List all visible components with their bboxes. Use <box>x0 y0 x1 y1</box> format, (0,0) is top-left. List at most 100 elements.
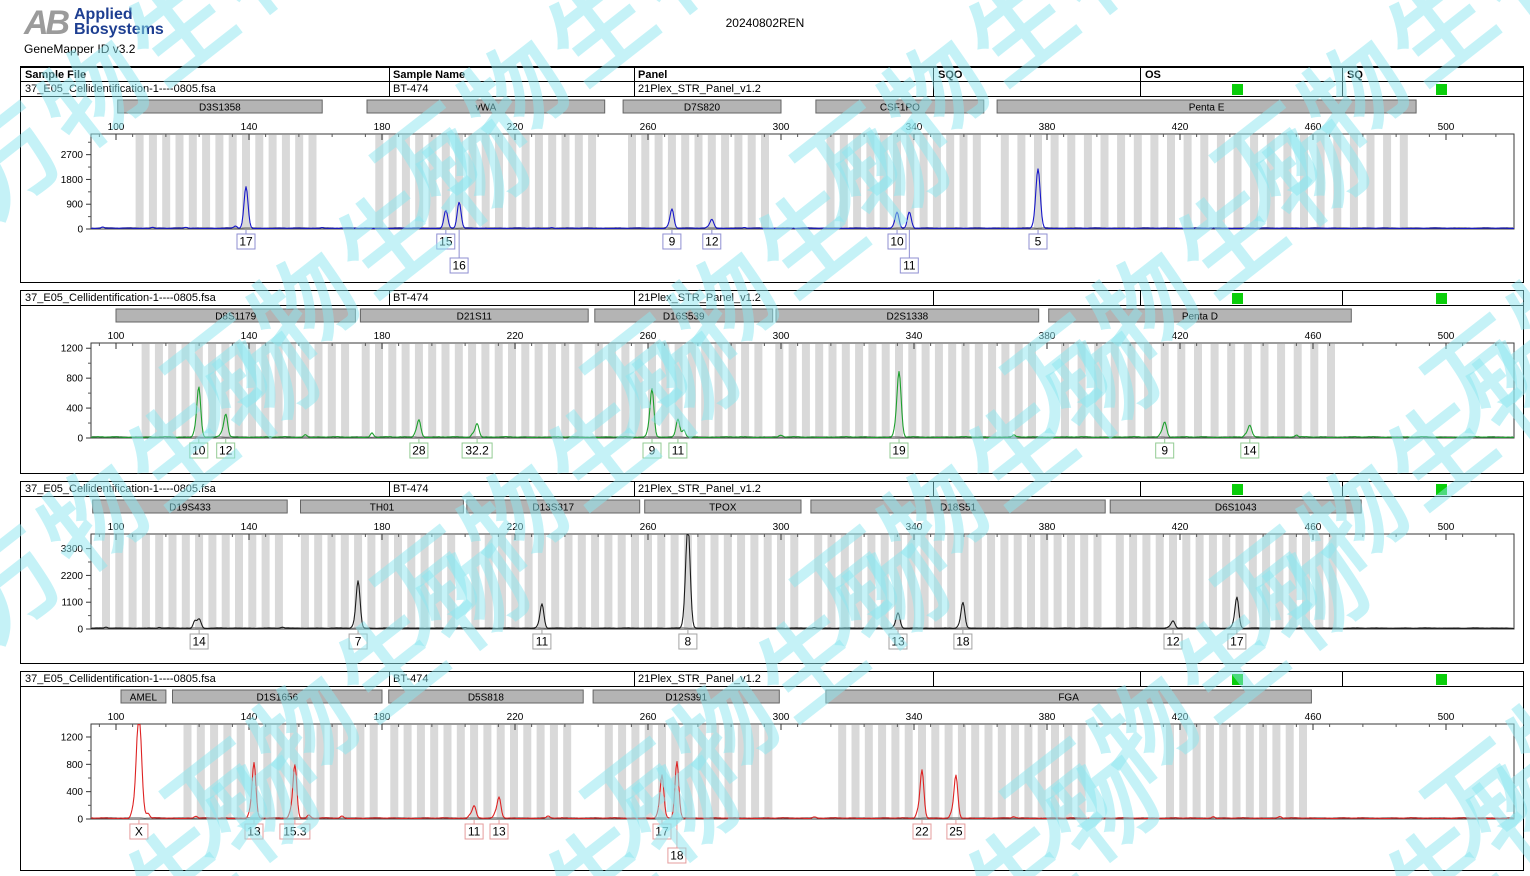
allele-label[interactable]: 13 <box>244 820 264 840</box>
x-tick-label: 380 <box>1039 522 1056 533</box>
sample-row[interactable]: 37_E05_Cellidentification-1----0805.fsa … <box>21 291 1523 306</box>
allele-label[interactable]: 13 <box>888 630 908 650</box>
allele-label[interactable]: 13 <box>489 820 509 840</box>
allele-label[interactable]: 11 <box>464 820 484 840</box>
allele-bin <box>839 135 848 229</box>
y-tick-label: 400 <box>66 787 83 798</box>
allele-bin <box>895 344 903 438</box>
allele-bin <box>521 344 530 438</box>
electropherogram-chart[interactable]: 100 140 180 220 260 300 340 380 420 460 500 0 1100 22… <box>21 482 1523 663</box>
y-tick-label: 0 <box>77 625 83 636</box>
allele-label[interactable]: 18 <box>953 630 973 650</box>
allele-bin <box>1080 535 1089 629</box>
allele-label[interactable]: 7 <box>348 630 368 650</box>
electropherogram-panel-blue[interactable]: 37_E05_Cellidentification-1----0805.fsa … <box>20 81 1524 283</box>
allele-bin <box>737 725 746 819</box>
panel-name-value[interactable]: 21Plex_STR_Panel_v1.2 <box>638 83 761 95</box>
allele-bin <box>701 344 710 438</box>
allele-label[interactable]: 12 <box>702 230 722 250</box>
allele-label[interactable]: 25 <box>946 820 966 840</box>
allele-label[interactable]: X <box>129 820 149 840</box>
sample-row[interactable]: 37_E05_Cellidentification-1----0805.fsa … <box>21 482 1523 497</box>
allele-label[interactable]: 10 <box>189 439 209 459</box>
sample-file-value[interactable]: 37_E05_Cellidentification-1----0805.fsa <box>25 673 216 685</box>
sample-row[interactable]: 37_E05_Cellidentification-1----0805.fsa … <box>21 82 1523 97</box>
allele-value: 10 <box>192 444 206 458</box>
allele-bin <box>523 725 532 819</box>
allele-bin <box>1110 344 1119 438</box>
allele-bin <box>1266 135 1275 229</box>
electropherogram-panel-black[interactable]: 37_E05_Cellidentification-1----0805.fsa … <box>20 481 1524 664</box>
allele-label[interactable]: 12 <box>216 439 236 459</box>
allele-label[interactable]: 11 <box>532 630 552 650</box>
panel-name-value[interactable]: 21Plex_STR_Panel_v1.2 <box>638 483 761 495</box>
sample-row[interactable]: 37_E05_Cellidentification-1----0805.fsa … <box>21 672 1523 687</box>
allele-label[interactable]: 32.2 <box>461 439 493 459</box>
sample-name-value[interactable]: BT-474 <box>393 83 429 95</box>
x-tick-label: 220 <box>507 122 524 133</box>
allele-bin <box>961 344 970 438</box>
allele-label[interactable]: 9 <box>662 230 682 250</box>
allele-label[interactable]: 17 <box>652 820 672 840</box>
allele-label[interactable]: 28 <box>409 439 429 459</box>
allele-bin <box>168 535 177 629</box>
allele-bin <box>561 135 570 229</box>
allele-label[interactable]: 16 <box>449 230 469 274</box>
x-tick-label: 140 <box>241 522 258 533</box>
allele-bin <box>303 725 312 819</box>
allele-label[interactable]: 22 <box>912 820 932 840</box>
allele-label[interactable]: 15 <box>436 230 456 250</box>
marker-bar: D3S1358 <box>117 99 323 114</box>
allele-bin <box>1093 535 1102 629</box>
panel-name-value[interactable]: 21Plex_STR_Panel_v1.2 <box>638 673 761 685</box>
allele-label[interactable]: 17 <box>1227 630 1247 650</box>
allele-label[interactable]: 14 <box>1240 439 1260 459</box>
allele-bin <box>1000 135 1009 229</box>
allele-label[interactable]: 11 <box>668 439 688 459</box>
allele-bin <box>618 725 627 819</box>
x-tick-label: 460 <box>1305 122 1322 133</box>
x-tick-label: 500 <box>1438 331 1455 342</box>
allele-label[interactable]: 9 <box>642 439 662 459</box>
electropherogram-chart[interactable]: 100 140 180 220 260 300 340 380 420 460 500 0 400 800… <box>21 672 1523 870</box>
allele-value: 5 <box>1035 235 1042 249</box>
allele-bin <box>208 535 217 629</box>
allele-label[interactable]: 11 <box>899 230 919 274</box>
allele-bin <box>721 135 730 229</box>
allele-label[interactable]: 10 <box>887 230 907 250</box>
allele-bin <box>621 344 630 438</box>
allele-bin <box>388 135 397 229</box>
sample-file-value[interactable]: 37_E05_Cellidentification-1----0805.fsa <box>25 83 216 95</box>
allele-label[interactable]: 14 <box>189 630 209 650</box>
allele-label[interactable]: 12 <box>1163 630 1183 650</box>
sample-file-value[interactable]: 37_E05_Cellidentification-1----0805.fsa <box>25 292 216 304</box>
allele-value: 10 <box>890 235 904 249</box>
allele-bin <box>447 535 456 629</box>
sample-file-value[interactable]: 37_E05_Cellidentification-1----0805.fsa <box>25 483 216 495</box>
sample-name-value[interactable]: BT-474 <box>393 673 429 685</box>
allele-bin <box>777 535 785 629</box>
electropherogram-chart[interactable]: 100 140 180 220 260 300 340 380 420 460 500 0 900 180… <box>21 82 1523 282</box>
allele-label[interactable]: 8 <box>678 630 698 650</box>
allele-bin <box>751 725 760 819</box>
allele-label[interactable]: 17 <box>236 230 256 250</box>
sample-name-value[interactable]: BT-474 <box>393 292 429 304</box>
allele-label[interactable]: 9 <box>1155 439 1175 459</box>
x-tick-label: 300 <box>773 522 790 533</box>
allele-value: 11 <box>536 635 549 649</box>
allele-bin <box>235 535 243 629</box>
electropherogram-panel-green[interactable]: 37_E05_Cellidentification-1----0805.fsa … <box>20 290 1524 474</box>
allele-label[interactable]: 18 <box>667 820 687 864</box>
allele-label[interactable]: 19 <box>889 439 909 459</box>
x-tick-label: 100 <box>108 712 125 723</box>
panel-name-value[interactable]: 21Plex_STR_Panel_v1.2 <box>638 292 761 304</box>
allele-label[interactable]: 5 <box>1028 230 1048 250</box>
allele-bin <box>194 344 203 438</box>
allele-value: 15 <box>439 235 453 249</box>
x-tick-label: 260 <box>640 331 657 342</box>
electropherogram-panel-red[interactable]: 37_E05_Cellidentification-1----0805.fsa … <box>20 671 1524 871</box>
sample-name-value[interactable]: BT-474 <box>393 483 429 495</box>
electropherogram-chart[interactable]: 100 140 180 220 260 300 340 380 420 460 500 0 400 800… <box>21 291 1523 473</box>
allele-label[interactable]: 15.3 <box>279 820 311 840</box>
allele-bin <box>263 725 272 819</box>
